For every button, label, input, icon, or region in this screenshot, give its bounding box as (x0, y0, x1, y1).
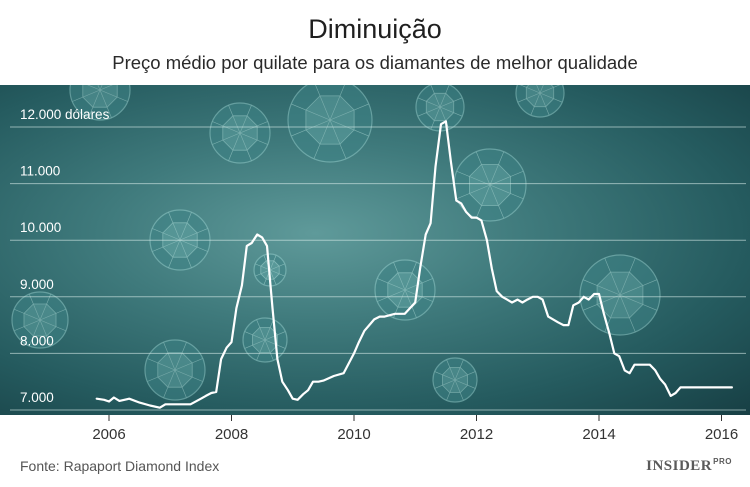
x-tick-label: 2006 (92, 426, 125, 443)
chart-title: Diminuição (308, 14, 442, 44)
y-tick-label: 10.000 (20, 220, 61, 235)
brand-logo: INSIDERPRO (646, 457, 732, 475)
diamond-decoration (579, 254, 661, 336)
diamond-decoration (287, 85, 373, 163)
diamond-background (11, 85, 661, 403)
diamond-decoration (11, 291, 69, 349)
x-tick-label: 2010 (337, 426, 370, 443)
diamond-decoration (69, 85, 131, 121)
y-tick-label: 11.000 (20, 164, 60, 179)
source-note: Fonte: Rapaport Diamond Index (20, 458, 220, 474)
x-tick-label: 2012 (460, 426, 493, 443)
chart-subtitle: Preço médio por quilate para os diamante… (112, 52, 638, 73)
diamond-decoration (432, 357, 478, 403)
diamond-decoration (209, 102, 271, 164)
brand-name: INSIDER (646, 458, 713, 474)
diamond-decoration (144, 339, 206, 401)
x-tick-label: 2016 (705, 426, 738, 443)
y-tick-label: 8.000 (20, 333, 54, 348)
brand-suffix: PRO (713, 457, 732, 466)
x-axis: 2006 2008 2010 2012 2014 2016 (0, 415, 750, 447)
y-tick-label: 12.000 dólares (20, 107, 110, 122)
y-tick-label: 9.000 (20, 277, 54, 292)
diamond-decoration (515, 85, 565, 118)
y-tick-label: 7.000 (20, 390, 54, 405)
line-chart: 7.000 8.000 9.000 10.000 11.000 12.000 dólare… (10, 107, 746, 411)
x-tick-label: 2008 (215, 426, 248, 443)
plot-area: 7.000 8.000 9.000 10.000 11.000 12.000 dólare… (0, 85, 750, 415)
price-line (95, 120, 733, 409)
diamond-decoration (453, 148, 527, 222)
diamond-decoration (415, 85, 465, 132)
x-tick-label: 2014 (582, 426, 615, 443)
